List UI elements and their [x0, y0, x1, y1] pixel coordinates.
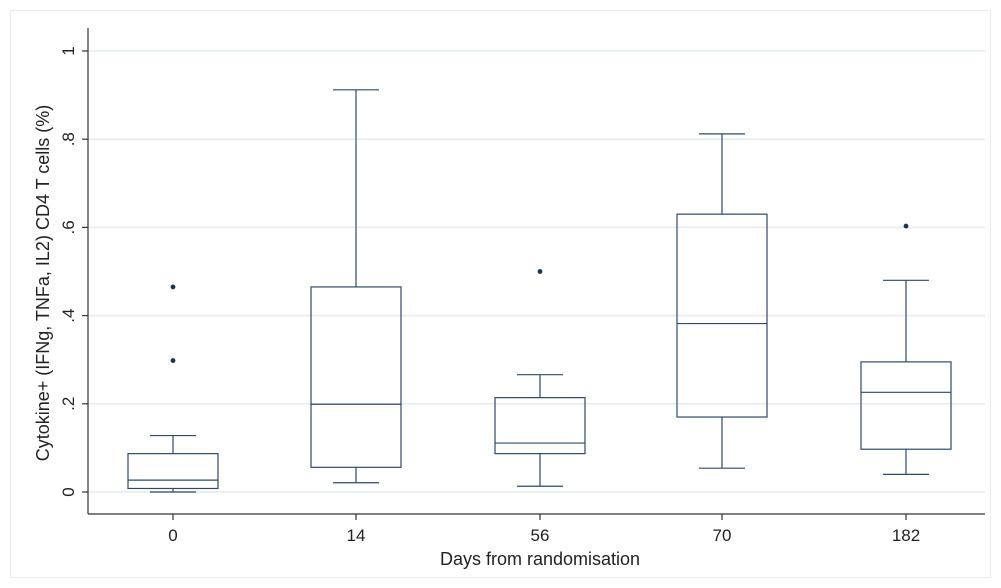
outlier-point — [538, 269, 543, 274]
x-tick-label: 0 — [168, 526, 177, 545]
x-tick-label: 182 — [892, 526, 920, 545]
y-tick-label: .6 — [59, 220, 78, 234]
y-tick-label: .4 — [59, 309, 78, 323]
y-tick-label: 0 — [59, 487, 78, 496]
x-tick-label: 56 — [531, 526, 550, 545]
y-tick-label: 1 — [59, 46, 78, 55]
y-axis-label: Cytokine+ (IFNg, TNFa, IL2) CD4 T cells … — [33, 105, 53, 462]
x-tick-label: 14 — [347, 526, 366, 545]
y-tick-label: .8 — [59, 132, 78, 146]
outlier-point — [904, 224, 909, 229]
y-tick-label: .2 — [59, 397, 78, 411]
outlier-point — [171, 358, 176, 363]
x-tick-label: 70 — [713, 526, 732, 545]
outlier-point — [171, 285, 176, 290]
x-axis-label: Days from randomisation — [440, 549, 640, 569]
